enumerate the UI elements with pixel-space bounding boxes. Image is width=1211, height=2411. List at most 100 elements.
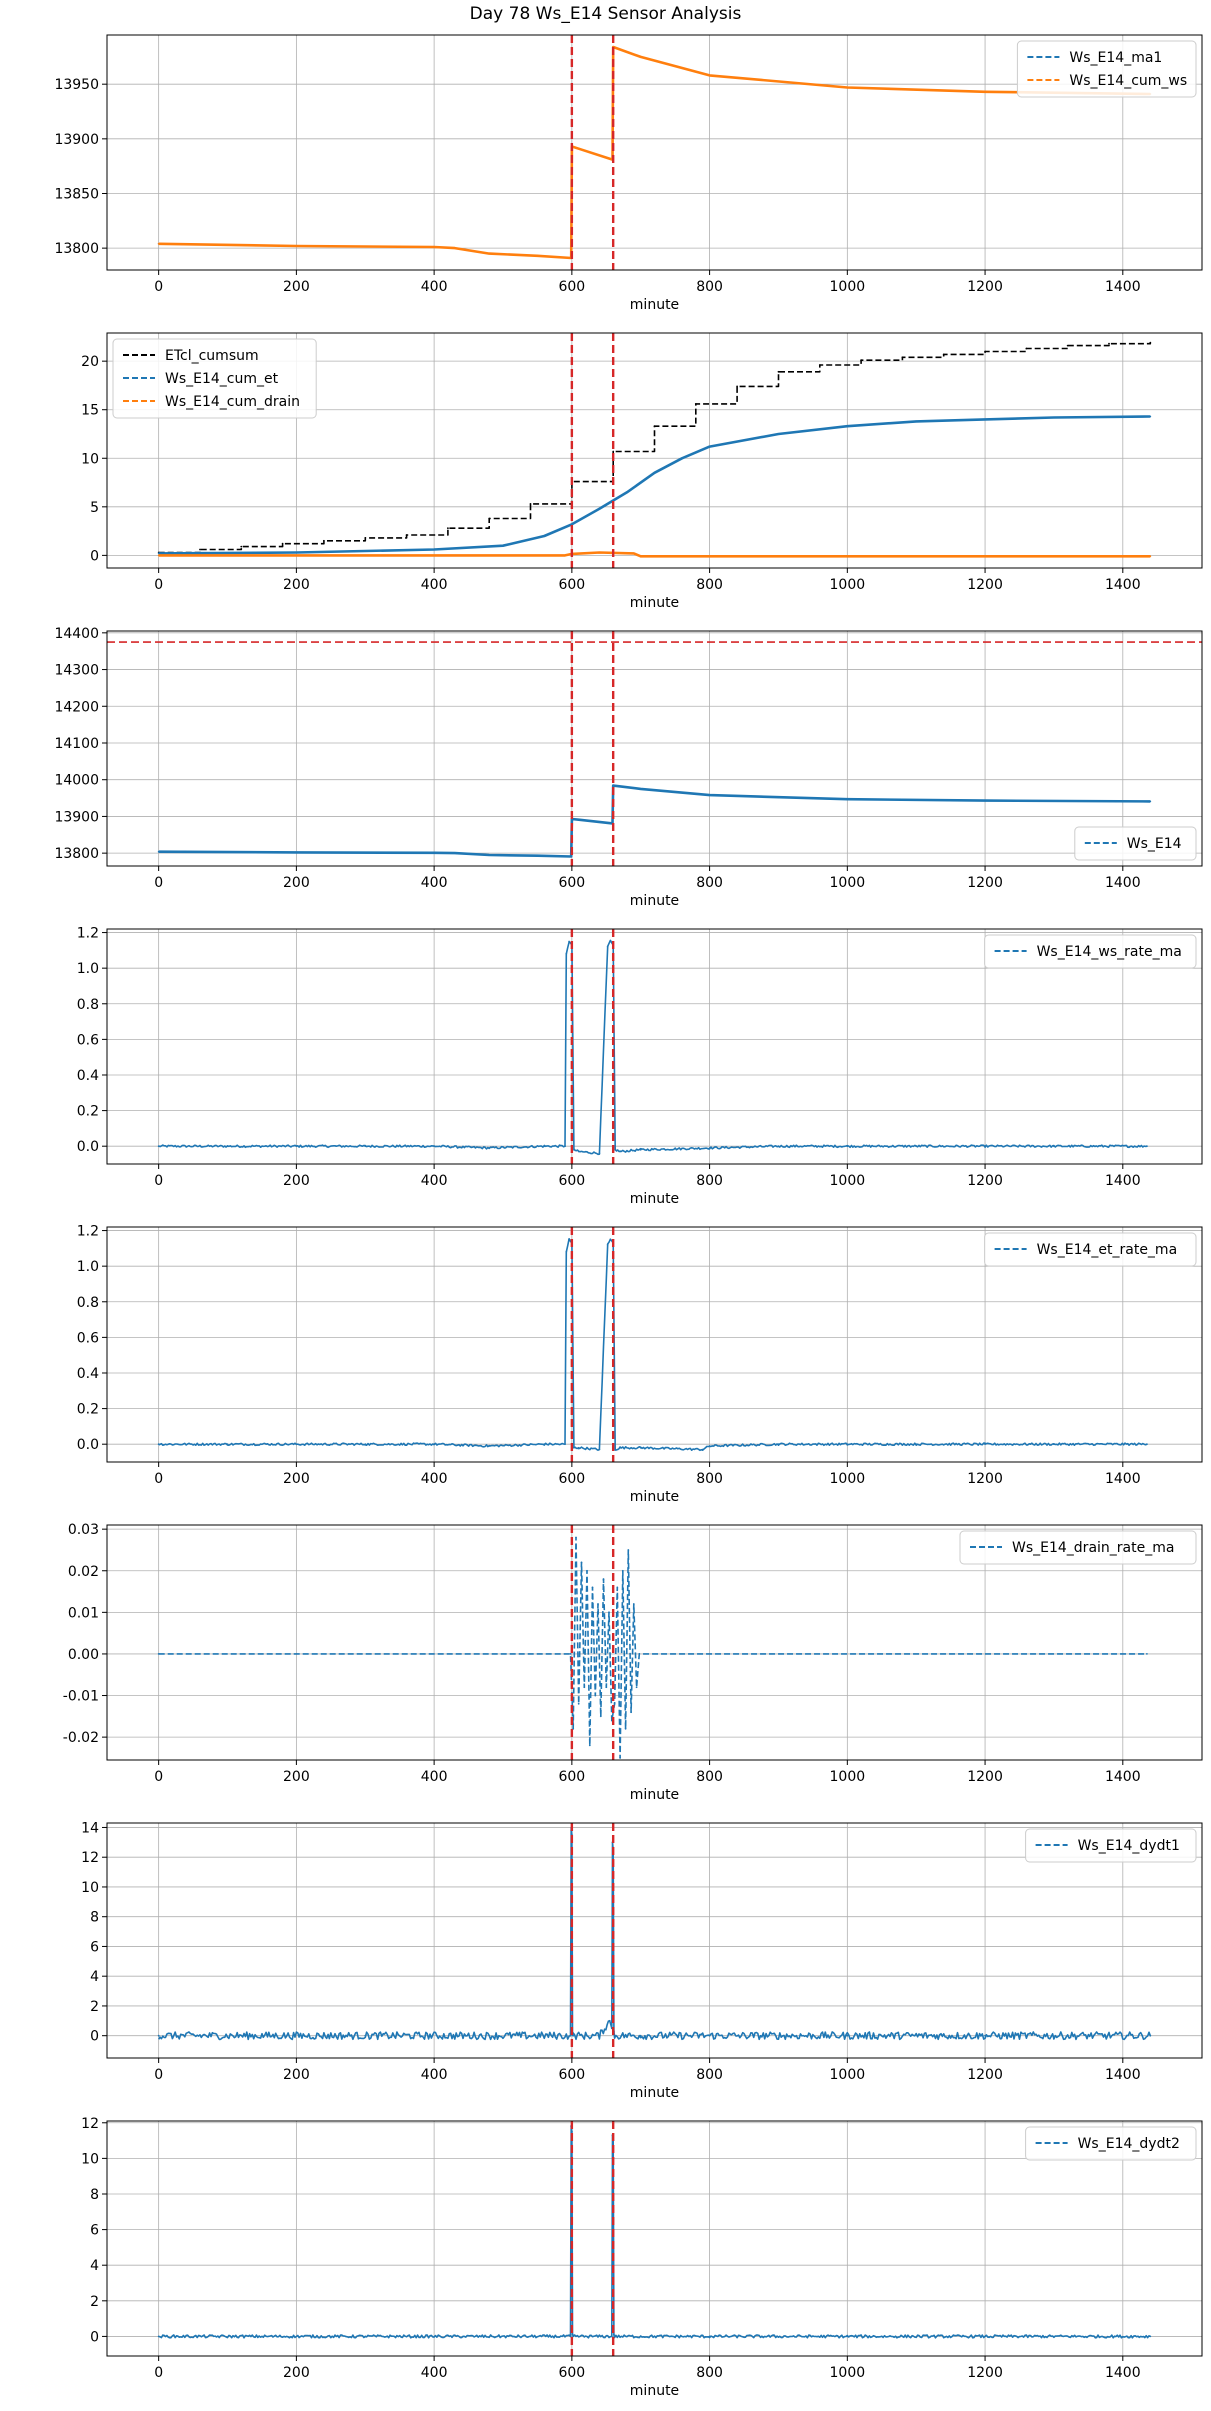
data-point [572,2034,575,2037]
y-tick-label: 2 [90,1999,99,2015]
y-tick-label: 0.8 [77,997,99,1013]
x-tick-label: 1400 [1105,577,1141,593]
data-point [915,420,918,423]
panel-7: 0 200 400 600 800 1000 1200 1400 0 2 4 6 8 10 12 14 minu… [81,1820,1203,2101]
x-tick-label: 800 [696,2365,723,2381]
data-point [569,1653,572,1655]
data-point [613,2333,615,2336]
x-tick-label: 1200 [967,1471,1003,1487]
y-tick-label: 0.6 [77,1032,99,1048]
y-tick-label: 0.00 [68,1647,99,1663]
data-point [364,537,367,539]
data-point [1053,416,1055,419]
data-point [846,1443,849,1446]
legend-box [1074,826,1197,861]
y-tick-label: 0 [90,548,99,564]
data-point [599,1715,602,1718]
x-tick-label: 400 [421,2365,448,2381]
data-point [610,2335,613,2338]
data-point [708,1445,711,1447]
x-tick-label: 200 [283,2365,310,2381]
data-point [612,784,615,787]
panel-5: 0 200 400 600 800 1000 1200 1400 0.0 0.2 0.4 0.6 0.8… [77,1224,1203,1505]
data-point [281,542,284,545]
data-point [598,1448,601,1451]
plot-area [157,784,1152,858]
legend-box [984,934,1197,969]
data-point [594,1694,597,1697]
x-tick-label: 400 [421,1769,448,1785]
data-point [580,1561,583,1564]
legend: Ws_E14_ma1 Ws_E14_cum_ws [1016,40,1197,98]
axes-frame [106,1226,1203,1463]
data-point [583,1686,586,1689]
data-point [984,799,986,802]
y-tick-label: 4 [90,1969,99,1985]
data-point [295,551,298,554]
x-tick-label: 800 [696,1173,723,1189]
x-axis-label: minute [630,1787,679,1803]
data-point [1149,800,1152,803]
x-axis-label: minute [630,595,679,611]
data-point [639,1148,642,1151]
data-point [597,1603,599,1605]
data-point [577,1150,580,1153]
plot-area [157,2124,1152,2339]
data-point [1053,1145,1055,1148]
legend-box [959,1530,1197,1565]
data-point [915,1145,918,1148]
data-point [942,353,945,356]
data-point [1146,1443,1148,1446]
y-tick-label: 13800 [54,241,99,257]
data-point [447,527,449,530]
data-point [502,544,504,547]
data-point [157,552,160,555]
x-tick-label: 1200 [967,2067,1003,2083]
data-point [588,1744,591,1747]
series-line-1 [158,1238,1148,1452]
legend-box [984,1232,1197,1267]
x-tick-label: 200 [283,577,310,593]
y-tick-label: 0.6 [77,1330,99,1346]
y-tick-label: 12 [81,2116,99,2132]
data-point [573,1446,575,1449]
x-tick-label: 1200 [967,875,1003,891]
y-tick-label: 0 [90,2029,99,2045]
x-tick-label: 1400 [1105,2067,1141,2083]
panel-4: 0 200 400 600 800 1000 1200 1400 0.0 0.2 0.4 0.6 0.8… [77,926,1203,1207]
x-tick-label: 0 [154,2067,163,2083]
x-tick-label: 1000 [830,875,866,891]
plot-area [157,939,1148,1156]
x-tick-label: 0 [154,2365,163,2381]
y-tick-label: 0.0 [77,1437,99,1453]
data-point [639,2335,642,2338]
data-point [240,545,243,548]
data-point [405,534,408,536]
axes-frame [106,1822,1203,2059]
x-tick-label: 200 [283,1769,310,1785]
axes-frame [106,630,1203,867]
y-tick-label: 8 [90,1910,99,1926]
x-tick-label: 800 [696,1471,723,1487]
data-point [777,433,780,435]
legend-label: Ws_E14_ws_rate_ma [1037,944,1182,960]
data-point [488,854,491,856]
plot-area [157,1238,1148,1452]
x-axis-label: minute [630,2383,679,2399]
data-point [586,1569,588,1572]
data-point [488,1147,491,1149]
y-tick-label: 10 [81,451,99,467]
x-tick-label: 1000 [830,1173,866,1189]
y-tick-label: 5 [90,500,99,516]
y-tick-label: 0.01 [68,1605,99,1621]
x-axis-label: minute [630,297,679,313]
data-point [605,1686,608,1689]
plot-area [157,45,1152,260]
legend-label: Ws_E14_ma1 [1069,50,1162,66]
legend: Ws_E14_drain_rate_ma [959,1530,1197,1565]
data-point [543,1145,546,1148]
data-point [433,548,435,551]
plot-area [157,1826,1152,2041]
y-tick-label: 0.2 [77,1402,99,1418]
panel-3: 0 200 400 600 800 1000 1200 1400 13800 13900 14000… [54,626,1203,909]
